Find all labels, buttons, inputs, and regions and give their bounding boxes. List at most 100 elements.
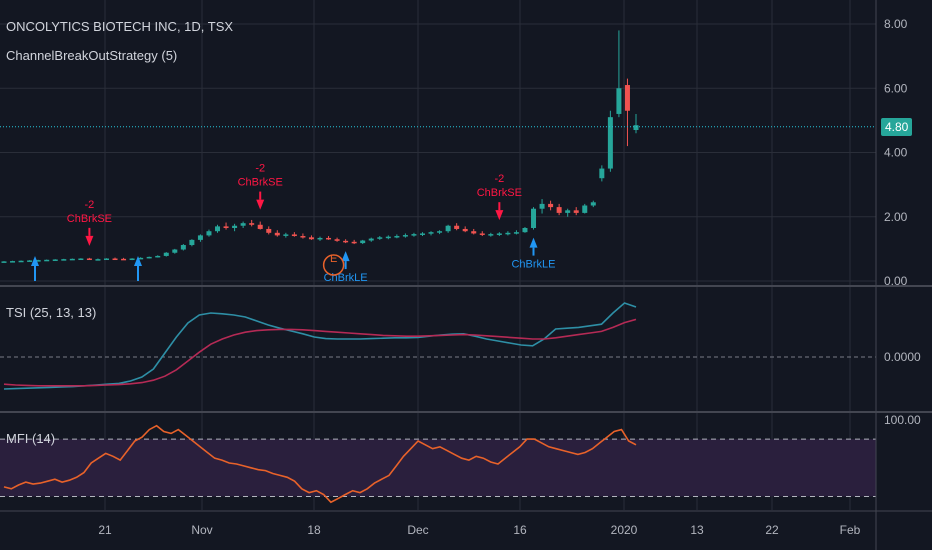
time-tick-label: 18 [307,523,321,537]
candle-body [283,234,289,236]
mfi-line [3,424,637,504]
time-tick-label: Feb [840,523,861,537]
long-signal-arrow [134,256,142,266]
price-tick-label: 4.00 [884,146,908,160]
strategy-label: ChannelBreakOutStrategy (5) [6,48,178,63]
candle-body [590,202,596,206]
candle-body [61,259,67,261]
short-signal-qty: -2 [85,199,95,211]
candle-body [27,260,33,262]
price-tick-label: 8.00 [884,17,908,31]
candle-body [411,234,417,236]
candle-body [513,232,519,234]
candle-body [18,260,24,263]
candle-body [334,239,340,241]
candle-body [326,237,332,240]
short-signal-qty: -2 [255,163,265,175]
candle-body [291,234,297,237]
candle-body [257,224,263,229]
candle-body [155,255,161,258]
candle-body [402,235,408,237]
candle-body [582,205,588,213]
long-signal-arrow [31,256,39,266]
candle-body [454,225,460,229]
candle-body [189,239,195,246]
mfi-panel[interactable]: 100.00 [0,413,921,504]
short-signal-arrow [85,235,94,246]
candle-body [565,210,571,213]
candle-body [368,238,374,241]
candle-body [548,203,554,208]
candle-body [437,231,443,233]
time-tick-label: 2020 [611,523,638,537]
candle-body [624,85,630,111]
short-signal-label: ChBrkSE [477,187,522,199]
candle-body [274,232,280,236]
short-signal-label: ChBrkSE [67,213,112,225]
candle-body [223,226,229,228]
candle-body [180,245,186,250]
symbol-title: ONCOLYTICS BIOTECH INC, 1D, TSX [6,19,234,34]
candle-body [69,258,75,261]
tsi-tick-label: 0.0000 [884,350,921,364]
candle-body [505,232,511,235]
candle-body [240,223,246,226]
short-signal-label: ChBrkSE [238,177,283,189]
candle-body [394,236,400,238]
tsi-signal-line [3,318,637,387]
short-signal-arrow [256,199,265,210]
mfi-tick-label: 100.00 [884,413,921,427]
tsi-line [3,302,637,390]
candle-body [129,258,135,261]
time-tick-label: 13 [690,523,704,537]
candle-body [300,236,306,238]
candle-body [445,225,451,232]
event-marker-letter: E [330,253,337,265]
time-tick-label: Nov [191,523,212,537]
candle-body [197,235,203,240]
candle-body [112,258,118,261]
time-tick-label: 21 [98,523,112,537]
tsi-label: TSI (25, 13, 13) [6,305,97,320]
candle-body [616,88,622,114]
candle-body [52,259,58,261]
tsi-panel[interactable]: 0.0000 [0,302,921,390]
mfi-band-fill [0,439,876,497]
time-tick-label: Dec [407,523,428,537]
candle-body [249,223,255,225]
candle-body [308,237,314,240]
candle-body [522,227,528,233]
price-tick-label: 6.00 [884,81,908,95]
candle-body [599,168,605,179]
price-panel[interactable]: ChBrkSE-2ChBrkSE-2ChBrkSE-2ChBrkLEChBrkL… [0,30,876,284]
mfi-label: MFI (14) [6,431,56,446]
candle-body [471,231,477,234]
candle-body [146,256,152,259]
candle-body [103,258,109,261]
price-tick-label: 2.00 [884,210,908,224]
price-tick-label: 0.00 [884,274,908,288]
candle-body [138,257,144,260]
candle-body [35,260,41,262]
candle-body [215,226,221,232]
candle-body [462,228,468,232]
candle-body [1,261,7,263]
long-signal-label: ChBrkLE [511,259,555,271]
candle-body [360,240,366,244]
candle-body [539,203,545,209]
candle-body [10,261,16,263]
time-tick-label: 16 [513,523,527,537]
candle-body [95,259,101,261]
candle-body [488,234,494,236]
candle-body [163,252,169,256]
candle-body [479,233,485,235]
short-signal-arrow [495,210,504,221]
event-marker-circle [322,254,345,276]
candle-body [385,236,391,239]
long-signal-arrow [529,237,538,248]
candle-body [419,233,425,235]
long-signal-arrow [341,251,350,262]
candle-body [266,228,272,233]
